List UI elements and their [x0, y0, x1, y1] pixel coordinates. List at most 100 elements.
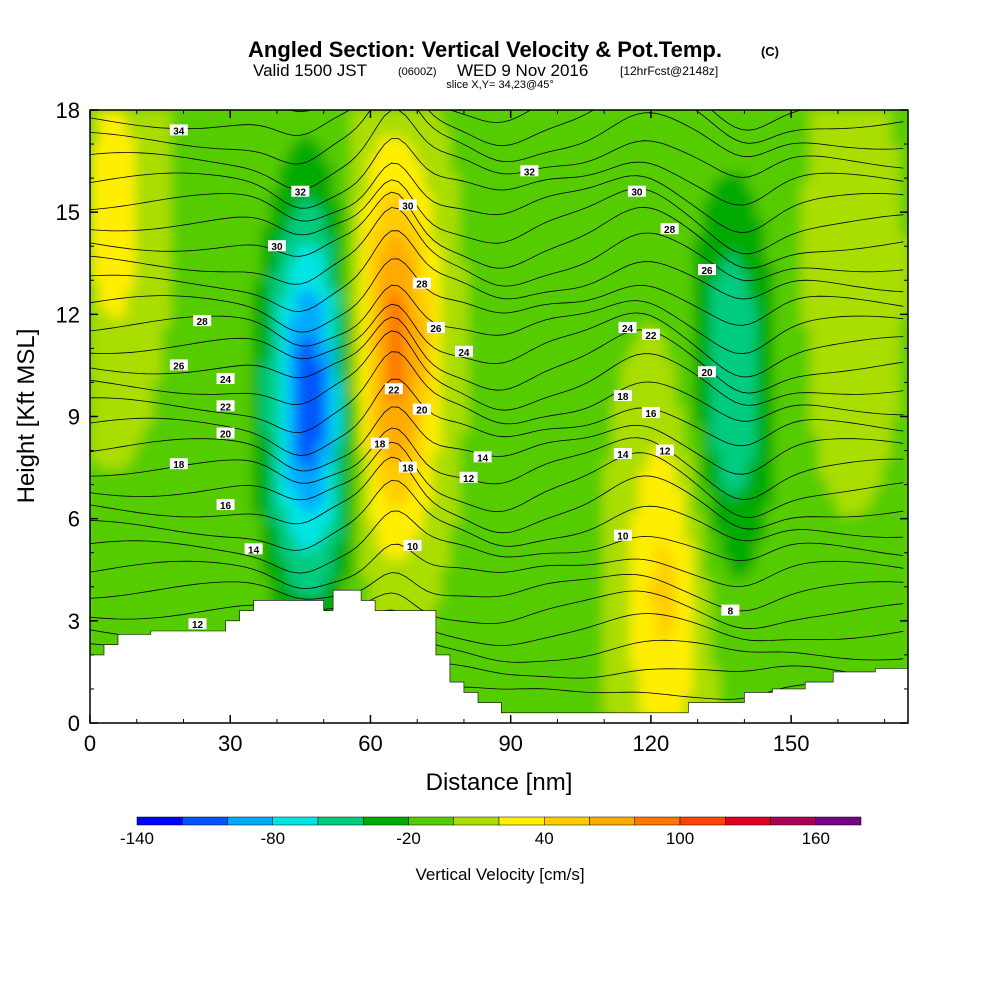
field-cell [504, 443, 514, 453]
field-cell [396, 353, 406, 363]
field-cell [378, 425, 388, 435]
field-cell [405, 497, 415, 507]
field-cell [585, 272, 595, 282]
field-cell [657, 272, 667, 282]
field-cell [585, 164, 595, 174]
field-cell [549, 515, 559, 525]
field-cell [567, 632, 577, 642]
field-cell [666, 551, 676, 561]
field-cell [99, 317, 109, 327]
field-cell [486, 560, 496, 570]
field-cell [648, 623, 658, 633]
field-cell [567, 443, 577, 453]
field-cell [423, 515, 433, 525]
field-cell [261, 578, 271, 588]
field-cell [369, 461, 379, 471]
field-cell [639, 659, 649, 669]
field-cell [495, 155, 505, 165]
field-cell [468, 362, 478, 372]
field-cell [225, 119, 235, 129]
field-cell [603, 632, 613, 642]
field-cell [99, 182, 109, 192]
field-cell [540, 200, 550, 210]
field-cell [90, 533, 100, 543]
field-cell [108, 326, 118, 336]
field-cell [108, 209, 118, 219]
field-cell [720, 668, 730, 678]
field-cell [90, 263, 100, 273]
field-cell [711, 650, 721, 660]
field-cell [513, 137, 523, 147]
field-cell [450, 560, 460, 570]
field-cell [684, 506, 694, 516]
field-cell [153, 146, 163, 156]
field-cell [207, 362, 217, 372]
field-cell [180, 398, 190, 408]
field-cell [252, 245, 262, 255]
field-cell [369, 146, 379, 156]
field-cell [342, 218, 352, 228]
field-cell [432, 497, 442, 507]
field-cell [396, 344, 406, 354]
field-cell [567, 533, 577, 543]
field-cell [261, 587, 271, 597]
field-cell [162, 128, 172, 138]
field-cell [522, 299, 532, 309]
field-cell [225, 479, 235, 489]
field-cell [639, 488, 649, 498]
field-cell [90, 326, 100, 336]
field-cell [450, 416, 460, 426]
field-cell [153, 407, 163, 417]
field-cell [594, 641, 604, 651]
field-cell [729, 560, 739, 570]
field-cell [171, 497, 181, 507]
field-cell [288, 290, 298, 300]
field-cell [351, 119, 361, 129]
field-cell [684, 677, 694, 687]
field-cell [234, 407, 244, 417]
field-cell [243, 110, 253, 120]
field-cell [225, 542, 235, 552]
field-cell [423, 353, 433, 363]
field-cell [432, 254, 442, 264]
field-cell [315, 218, 325, 228]
field-cell [567, 587, 577, 597]
field-cell [378, 182, 388, 192]
field-cell [324, 326, 334, 336]
field-cell [342, 380, 352, 390]
field-cell [324, 434, 334, 444]
field-cell [702, 272, 712, 282]
field-cell [702, 506, 712, 516]
field-cell [90, 317, 100, 327]
field-cell [234, 191, 244, 201]
field-cell [135, 353, 145, 363]
field-cell [720, 407, 730, 417]
field-cell [459, 380, 469, 390]
field-cell [288, 245, 298, 255]
field-cell [351, 506, 361, 516]
field-cell [567, 155, 577, 165]
field-cell [612, 416, 622, 426]
field-cell [441, 308, 451, 318]
field-cell [720, 614, 730, 624]
field-cell [612, 182, 622, 192]
field-cell [675, 578, 685, 588]
field-cell [693, 488, 703, 498]
field-cell [360, 542, 370, 552]
field-cell [369, 218, 379, 228]
field-cell [711, 326, 721, 336]
field-cell [423, 137, 433, 147]
field-cell [711, 236, 721, 246]
field-cell [648, 398, 658, 408]
field-cell [549, 623, 559, 633]
field-cell [180, 560, 190, 570]
field-cell [207, 308, 217, 318]
field-cell [99, 560, 109, 570]
field-cell [396, 560, 406, 570]
field-cell [486, 200, 496, 210]
field-cell [297, 362, 307, 372]
field-cell [513, 695, 523, 705]
field-cell [585, 578, 595, 588]
field-cell [108, 290, 118, 300]
field-cell [252, 398, 262, 408]
